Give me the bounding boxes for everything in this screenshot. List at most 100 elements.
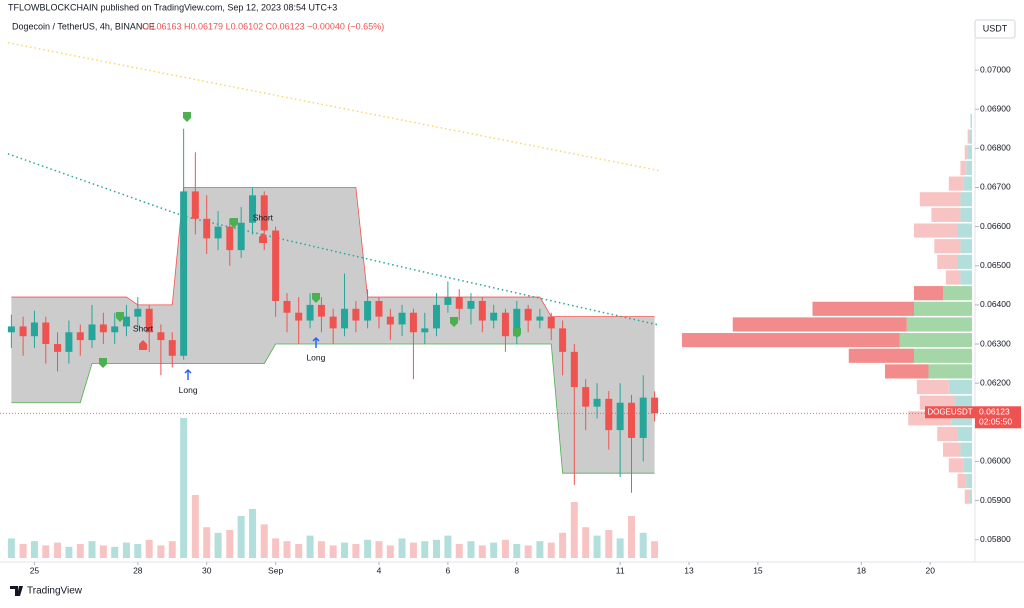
candle-body	[272, 230, 280, 301]
candle-body	[386, 316, 394, 325]
volume-bar	[364, 539, 372, 558]
candle-body	[433, 304, 441, 329]
profile-sell	[919, 192, 961, 207]
volume-bar	[570, 502, 578, 558]
signal-marker	[450, 317, 458, 327]
volume-bar	[524, 545, 532, 558]
profile-buy	[928, 364, 972, 379]
volume-bar	[42, 545, 50, 558]
profile-buy	[957, 426, 972, 442]
y-tick-label: 0.06200	[980, 377, 1011, 387]
x-tick-label: 30	[202, 565, 212, 575]
volume-bar	[226, 530, 234, 558]
volume-bar	[593, 535, 601, 558]
candle-body	[409, 312, 417, 333]
volume-bar	[180, 418, 188, 558]
volume-bar	[30, 541, 38, 558]
volume-bar	[490, 542, 498, 558]
candle-body	[260, 195, 268, 231]
profile-sell	[916, 379, 949, 395]
volume-bar	[375, 541, 383, 558]
price-tag	[975, 406, 1021, 429]
x-tick-label: 11	[616, 565, 625, 575]
profile-sell	[919, 395, 955, 410]
signal-marker	[259, 233, 267, 243]
currency-box[interactable]	[974, 19, 1016, 39]
y-tick-label: 0.05800	[980, 534, 1011, 544]
brand-logo	[10, 586, 23, 596]
profile-buy	[899, 333, 972, 348]
candle-body	[317, 304, 325, 317]
candle-body	[444, 297, 452, 305]
candle-body	[191, 191, 199, 219]
profile-sell	[937, 254, 958, 269]
x-tick-label: 6	[446, 565, 451, 575]
profile-buy	[967, 145, 972, 160]
symbol: Dogecoin / TetherUS, 4h, BINANCE	[12, 21, 155, 31]
candle-body	[111, 326, 119, 333]
volume-bar	[398, 538, 406, 558]
candle-body	[570, 351, 578, 388]
volume-bar	[283, 541, 291, 558]
candle-body	[651, 397, 659, 414]
candle-body	[593, 398, 601, 407]
candle-body	[375, 300, 383, 317]
ohlc: O0.06163 H0.06179 L0.06102 C0.06123 −0.0…	[142, 21, 384, 31]
y-tick-label: 0.06500	[980, 260, 1011, 270]
profile-sell	[967, 129, 970, 144]
x-tick-label: 13	[684, 565, 694, 575]
currency: USDT	[983, 23, 1008, 33]
candle-body	[214, 226, 222, 239]
y-tick-label: 0.06700	[980, 182, 1011, 192]
volume-bar	[582, 527, 590, 558]
profile-sell	[943, 442, 961, 457]
volume-bar	[111, 546, 119, 558]
candle-body	[283, 300, 291, 313]
y-tick-label: 0.06300	[980, 338, 1011, 348]
profile-buy	[957, 254, 972, 269]
candle-body	[467, 300, 475, 309]
volume-bar	[651, 541, 659, 558]
volume-bar	[455, 544, 463, 558]
volume-bar	[88, 541, 96, 558]
x-tick-label: Sep	[268, 565, 283, 575]
profile-sell	[937, 426, 958, 442]
candle-body	[455, 297, 463, 309]
profile-sell	[948, 176, 964, 191]
volume-bar	[547, 542, 555, 558]
volume-bar	[501, 539, 509, 558]
profile-sell	[964, 489, 970, 504]
volume-bar	[444, 535, 452, 558]
candle-body	[168, 340, 176, 356]
volume-bar	[295, 544, 303, 558]
volume-bar	[249, 509, 257, 558]
signal-label: Short	[133, 323, 154, 333]
volume-bar	[157, 545, 165, 558]
volume-bar	[513, 544, 521, 558]
x-tick-label: 20	[925, 565, 935, 575]
profile-buy	[960, 442, 972, 457]
volume-bar	[639, 532, 647, 558]
volume-bar	[203, 527, 211, 558]
volume-bar	[317, 541, 325, 558]
signal-marker	[312, 293, 320, 303]
x-tick-label: 8	[514, 565, 519, 575]
candle-body	[30, 322, 38, 337]
profile-buy	[963, 176, 972, 191]
profile-sell	[885, 364, 929, 379]
profile-buy	[960, 207, 972, 222]
profile-sell	[931, 207, 961, 222]
candle-body	[513, 308, 521, 337]
volume-bar	[99, 545, 107, 558]
volume-bar	[329, 545, 337, 558]
candle-body	[616, 402, 624, 431]
profile-buy	[943, 286, 972, 301]
band-upper	[11, 187, 655, 318]
candle-body	[88, 324, 96, 341]
profile-buy	[906, 317, 972, 332]
candle-body	[524, 308, 532, 321]
y-tick-label: 0.06000	[980, 456, 1011, 466]
volume-bar	[478, 545, 486, 558]
y-tick-label: 0.06600	[980, 221, 1011, 231]
